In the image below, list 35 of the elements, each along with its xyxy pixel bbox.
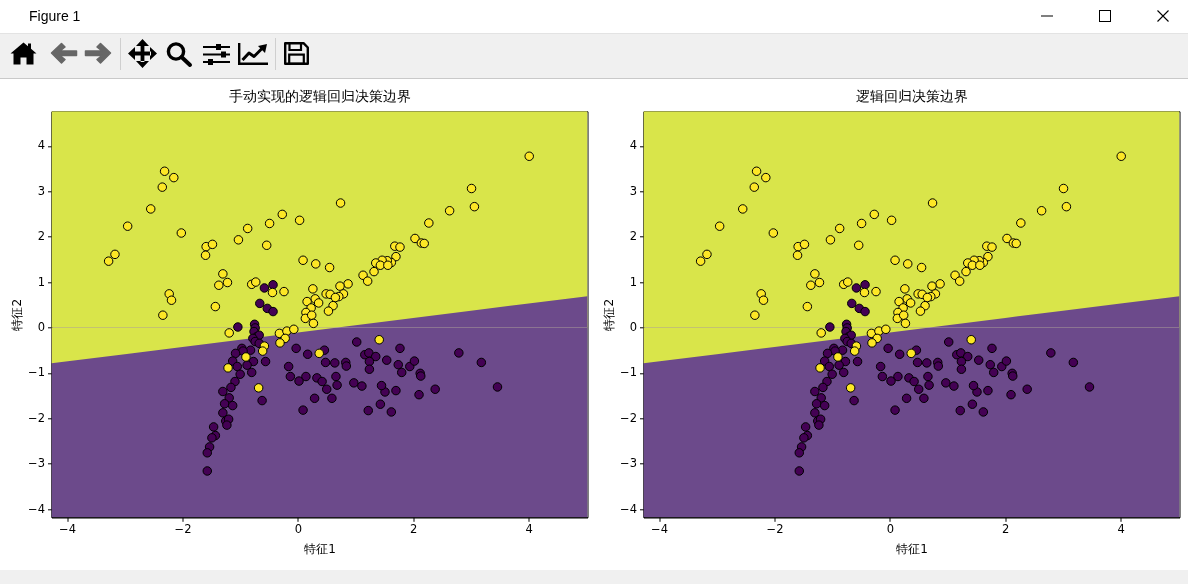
x-tick-label: 4 [1117, 521, 1125, 536]
y-tick-label: 0 [629, 319, 637, 334]
y-tick-label: −3 [28, 456, 45, 471]
y-tick-label: −4 [620, 501, 637, 516]
x-tick-label: 2 [410, 521, 418, 536]
y-tick-label: 1 [629, 274, 637, 289]
x-tick-label: −2 [174, 521, 192, 536]
y-tick-label: 4 [37, 138, 45, 153]
chart-title: 逻辑回归决策边界 [855, 88, 968, 105]
y-axis-title: 特征2 [602, 298, 617, 331]
x-tick-label: −4 [59, 521, 77, 536]
x-axis-title: 特征1 [304, 542, 336, 557]
y-tick-label: 2 [629, 229, 637, 244]
y-tick-label: 3 [629, 183, 637, 198]
y-axis-title: 特征2 [10, 298, 25, 331]
y-tick-label: −4 [28, 501, 45, 516]
x-tick-label: −4 [651, 521, 669, 536]
x-tick-label: 4 [525, 521, 533, 536]
x-tick-label: 0 [294, 521, 303, 536]
caption: Figure 1 [29, 7, 81, 25]
y-tick-label: −2 [620, 410, 637, 425]
y-tick-label: −3 [620, 456, 637, 471]
x-tick-label: 0 [886, 521, 895, 536]
y-tick-label: 4 [629, 138, 637, 153]
y-tick-label: 2 [37, 229, 45, 244]
y-tick-label: 3 [37, 183, 45, 198]
x-tick-label: 2 [1002, 521, 1010, 536]
y-tick-label: −1 [620, 365, 637, 380]
y-tick-label: 0 [37, 319, 45, 334]
x-tick-label: −2 [766, 521, 784, 536]
y-tick-label: −1 [28, 365, 45, 380]
chart-title: 手动实现的逻辑回归决策边界 [228, 88, 411, 105]
y-tick-label: −2 [28, 410, 45, 425]
y-tick-label: 1 [37, 274, 45, 289]
x-axis-title: 特征1 [896, 542, 928, 557]
